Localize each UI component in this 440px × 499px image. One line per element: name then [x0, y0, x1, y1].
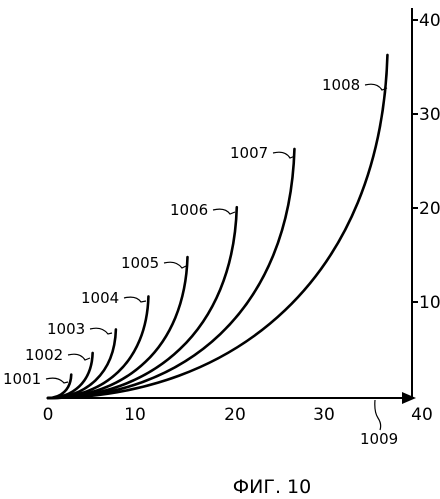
x-tick-label: 30 — [313, 405, 335, 425]
x-tick-label: 10 — [124, 405, 146, 425]
x-axis-arrowhead — [402, 392, 416, 404]
ref-label-1003: 1003 — [47, 320, 85, 338]
leader-1006 — [213, 209, 235, 214]
leader-1002 — [68, 354, 90, 360]
leader-1001 — [46, 378, 68, 383]
y-tick-label: 40 — [419, 11, 440, 31]
ref-label-1001: 1001 — [3, 370, 41, 388]
ref-label-1005: 1005 — [121, 254, 159, 272]
ref-label-1004: 1004 — [81, 289, 119, 307]
x-tick-label: 40 — [411, 405, 433, 425]
curve-1008 — [48, 55, 387, 398]
ref-label-1007: 1007 — [230, 144, 268, 162]
x-tick-label: 20 — [224, 405, 246, 425]
leader-1009 — [375, 400, 381, 430]
leader-1007 — [273, 152, 295, 158]
leader-1008 — [365, 84, 387, 90]
leader-1005 — [164, 262, 186, 268]
ref-label-1002: 1002 — [25, 346, 63, 364]
ref-label-1008: 1008 — [322, 76, 360, 94]
y-tick-label: 20 — [419, 199, 440, 219]
ref-label-1006: 1006 — [170, 201, 208, 219]
figure-caption: ФИГ. 10 — [233, 476, 311, 498]
ref-label-1009: 1009 — [360, 430, 398, 448]
y-tick-label: 10 — [419, 293, 440, 313]
leader-1004 — [124, 297, 146, 302]
leader-1003 — [90, 328, 112, 334]
y-tick-label: 30 — [419, 105, 440, 125]
curve-1006 — [48, 207, 237, 398]
x-tick-label: 0 — [43, 405, 54, 425]
